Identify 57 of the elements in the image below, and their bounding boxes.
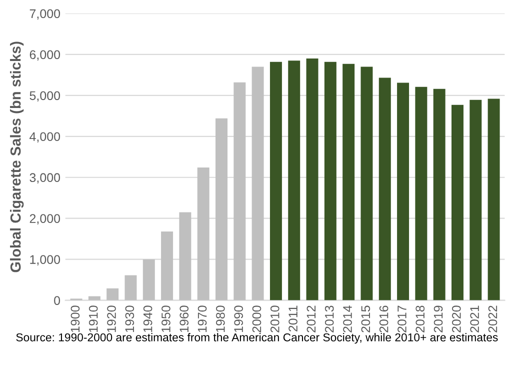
- y-tick-label: 6,000: [30, 50, 60, 61]
- x-tick-label: 1940: [143, 306, 152, 332]
- source-note: Source: 1990-2000 are estimates from the American Cancer Society, while 2010+ are estimates: [16, 333, 498, 344]
- bar: [415, 86, 428, 300]
- x-tick-label: 2012: [306, 306, 316, 332]
- bar: [452, 104, 464, 300]
- bar: [306, 58, 318, 300]
- y-tick-label: 4,000: [30, 132, 60, 143]
- bar: [142, 259, 155, 300]
- x-tick-label: 2020: [452, 306, 461, 332]
- x-tick-label: 2022: [488, 306, 498, 332]
- y-tick-label: 7,000: [30, 9, 60, 20]
- x-tick-label: 2019: [434, 306, 443, 332]
- bar: [288, 60, 300, 300]
- bar: [234, 82, 246, 300]
- x-tick-label: 2018: [416, 306, 425, 332]
- x-tick-label: 1920: [107, 306, 116, 332]
- bar: [197, 168, 210, 300]
- bar: [342, 64, 355, 300]
- x-tick-label: 2016: [379, 306, 388, 332]
- y-tick-label: 2,000: [30, 214, 60, 224]
- y-tick-label: 3,000: [30, 173, 60, 184]
- x-tick-label: 1960: [180, 306, 189, 332]
- bar: [252, 66, 264, 300]
- x-tick-label: 2010: [270, 306, 280, 332]
- bar: [378, 78, 391, 300]
- x-tick-label: 1990: [234, 306, 244, 332]
- x-tick-label: 2015: [361, 306, 370, 332]
- x-tick-label: 2014: [343, 306, 352, 332]
- x-tick-label: 1910: [88, 306, 98, 332]
- bar: [360, 66, 373, 300]
- bar: [470, 100, 482, 300]
- bar: [216, 118, 228, 300]
- x-tick-label: 2000: [252, 306, 262, 332]
- bar: [324, 62, 336, 300]
- x-tick-label: 2021: [470, 306, 480, 332]
- y-tick-label: 0: [54, 296, 60, 305]
- bar: [397, 82, 410, 300]
- bar: [433, 88, 446, 300]
- x-tick-label: 1930: [125, 306, 134, 332]
- x-tick-label: 2011: [288, 306, 298, 332]
- y-tick-label: 5,000: [30, 91, 60, 102]
- x-tick-label: 1900: [70, 306, 80, 332]
- bar: [124, 275, 137, 300]
- x-tick-label: 2017: [398, 306, 406, 332]
- x-tick-label: 1980: [216, 306, 225, 332]
- bar: [106, 288, 119, 300]
- x-tick-label: 1970: [198, 306, 207, 332]
- bar: [270, 62, 282, 300]
- bar: [179, 212, 192, 300]
- x-tick-label: 2013: [324, 306, 334, 332]
- bar: [88, 296, 100, 300]
- bar: [161, 231, 174, 300]
- x-tick-label: 1950: [162, 306, 170, 332]
- y-axis-title: Global Cigarette Sales (bn sticks): [10, 42, 24, 272]
- y-tick-label: 1,000: [30, 255, 60, 266]
- bar: [488, 98, 500, 300]
